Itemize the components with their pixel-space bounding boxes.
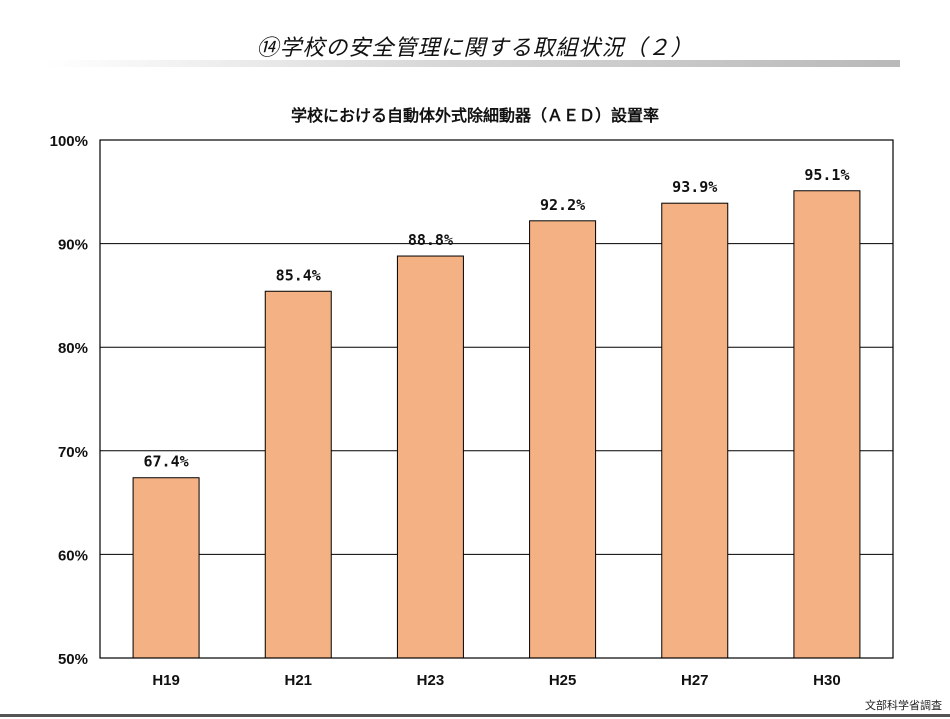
x-tick-label: H27 <box>681 672 709 689</box>
y-tick-label: 90% <box>58 237 88 254</box>
title-underline <box>46 60 900 67</box>
gridlines <box>100 243 893 555</box>
bar-h30 <box>793 190 861 659</box>
chart-title: 学校における自動体外式除細動器（ＡＥＤ）設置率 <box>290 106 659 125</box>
x-tick-label: H19 <box>152 672 180 689</box>
data-label: 95.1% <box>804 166 849 184</box>
x-tick-label: H23 <box>417 672 445 689</box>
data-label: 85.4% <box>276 266 321 284</box>
data-label: 93.9% <box>672 178 717 196</box>
plot-frame <box>99 139 894 659</box>
bar-h27 <box>661 202 729 659</box>
bar-h23 <box>396 255 464 659</box>
x-tick-label: H21 <box>284 672 312 689</box>
data-label: 67.4% <box>144 453 189 471</box>
source-note: 文部科学省調査 <box>865 699 942 712</box>
data-labels: 67.4% 85.4% 88.8% 92.2% 93.9% 95.1% <box>144 166 850 471</box>
plot-area-border <box>99 139 894 659</box>
y-tick-label: 100% <box>50 133 88 150</box>
bar-h25 <box>529 220 597 659</box>
page-title: ⑭学校の安全管理に関する取組状況（２） <box>256 36 694 61</box>
bar-h19 <box>132 477 200 659</box>
bottom-rule <box>0 714 950 717</box>
y-tick-label: 70% <box>58 444 88 461</box>
bars <box>132 190 861 659</box>
x-tick-label: H30 <box>813 672 841 689</box>
y-axis-ticks: 50% 60% 70% 80% 90% 100% <box>50 133 88 668</box>
x-axis-ticks: H19 H21 H23 H25 H27 H30 <box>152 672 840 689</box>
y-tick-label: 50% <box>58 651 88 668</box>
y-tick-label: 80% <box>58 340 88 357</box>
data-label: 92.2% <box>540 196 585 214</box>
x-tick-label: H25 <box>549 672 577 689</box>
bar-h21 <box>264 290 332 659</box>
y-tick-label: 60% <box>58 547 88 564</box>
data-label: 88.8% <box>408 231 453 249</box>
